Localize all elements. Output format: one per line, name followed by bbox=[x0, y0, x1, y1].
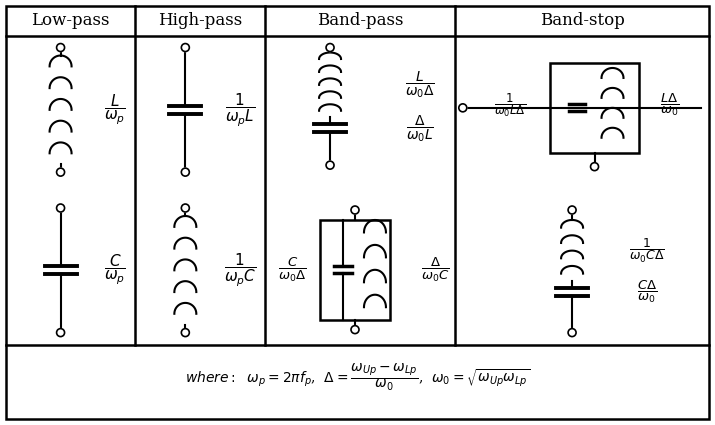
Circle shape bbox=[182, 329, 189, 337]
Circle shape bbox=[568, 329, 576, 337]
Text: $\dfrac{1}{\omega_p L}$: $\dfrac{1}{\omega_p L}$ bbox=[225, 91, 255, 128]
Text: Band-pass: Band-pass bbox=[317, 12, 403, 29]
Text: Low-pass: Low-pass bbox=[31, 12, 110, 29]
Text: $\dfrac{C}{\omega_p}$: $\dfrac{C}{\omega_p}$ bbox=[104, 253, 127, 287]
Circle shape bbox=[182, 204, 189, 212]
Text: $\dfrac{\Delta}{\omega_0 C}$: $\dfrac{\Delta}{\omega_0 C}$ bbox=[420, 256, 449, 284]
Text: $\dfrac{C\Delta}{\omega_0}$: $\dfrac{C\Delta}{\omega_0}$ bbox=[637, 279, 657, 305]
Circle shape bbox=[568, 206, 576, 214]
Text: $\dfrac{\Delta}{\omega_0 L}$: $\dfrac{\Delta}{\omega_0 L}$ bbox=[406, 113, 434, 144]
Bar bbox=[550, 63, 639, 153]
Circle shape bbox=[56, 168, 64, 176]
Circle shape bbox=[56, 329, 64, 337]
Text: $\mathit{where:}$  $\omega_p = 2\pi f_p$,  $\Delta = \dfrac{\omega_{Up} - \omega: $\mathit{where:}$ $\omega_p = 2\pi f_p$,… bbox=[185, 361, 531, 393]
Circle shape bbox=[351, 206, 359, 214]
Text: $\dfrac{L\Delta}{\omega_0}$: $\dfrac{L\Delta}{\omega_0}$ bbox=[660, 92, 679, 118]
Circle shape bbox=[56, 43, 64, 51]
Circle shape bbox=[351, 326, 359, 334]
Text: $\dfrac{L}{\omega_0\Delta}$: $\dfrac{L}{\omega_0\Delta}$ bbox=[405, 70, 435, 100]
Circle shape bbox=[56, 204, 64, 212]
Circle shape bbox=[326, 43, 334, 51]
Circle shape bbox=[459, 104, 467, 112]
Bar bbox=[320, 220, 390, 320]
Text: $\dfrac{1}{\omega_0 C\Delta}$: $\dfrac{1}{\omega_0 C\Delta}$ bbox=[629, 237, 665, 265]
Circle shape bbox=[182, 43, 189, 51]
Text: High-pass: High-pass bbox=[158, 12, 242, 29]
Circle shape bbox=[591, 163, 598, 170]
Circle shape bbox=[326, 161, 334, 169]
Text: $\dfrac{1}{\omega_0 L\Delta}$: $\dfrac{1}{\omega_0 L\Delta}$ bbox=[493, 91, 526, 119]
Text: $\dfrac{L}{\omega_p}$: $\dfrac{L}{\omega_p}$ bbox=[104, 93, 127, 127]
Text: $\dfrac{1}{\omega_p C}$: $\dfrac{1}{\omega_p C}$ bbox=[224, 252, 257, 289]
Circle shape bbox=[182, 168, 189, 176]
Text: Band-stop: Band-stop bbox=[540, 12, 624, 29]
Text: $\dfrac{C}{\omega_0\Delta}$: $\dfrac{C}{\omega_0\Delta}$ bbox=[278, 256, 306, 284]
